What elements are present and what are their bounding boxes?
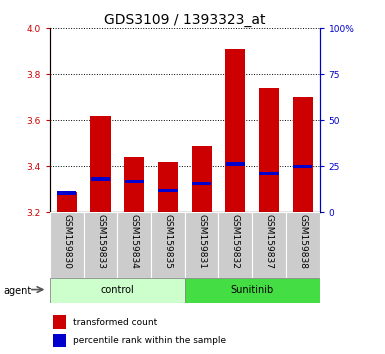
Text: GSM159831: GSM159831 (197, 215, 206, 269)
FancyBboxPatch shape (50, 278, 185, 303)
Text: GSM159835: GSM159835 (164, 215, 172, 269)
Bar (293, 97, 313, 212)
FancyBboxPatch shape (84, 212, 117, 278)
Bar (192, 182, 211, 185)
Text: GSM159838: GSM159838 (298, 215, 307, 269)
Text: percentile rank within the sample: percentile rank within the sample (73, 336, 226, 345)
Title: GDS3109 / 1393323_at: GDS3109 / 1393323_at (104, 13, 266, 27)
Text: transformed count: transformed count (73, 318, 157, 326)
Text: GSM159837: GSM159837 (264, 215, 273, 269)
FancyBboxPatch shape (185, 278, 320, 303)
Bar (226, 162, 245, 166)
FancyBboxPatch shape (185, 212, 219, 278)
Bar (158, 189, 177, 192)
FancyBboxPatch shape (151, 212, 185, 278)
Bar (259, 88, 279, 212)
Bar (158, 162, 178, 212)
Bar (90, 116, 111, 212)
Text: Sunitinib: Sunitinib (231, 285, 274, 295)
FancyBboxPatch shape (219, 212, 252, 278)
Text: control: control (100, 285, 134, 295)
Bar (293, 165, 312, 168)
Bar (259, 172, 279, 175)
Bar (125, 179, 144, 183)
Text: agent: agent (4, 286, 32, 296)
Bar (57, 192, 77, 212)
Bar (192, 145, 212, 212)
FancyBboxPatch shape (50, 212, 84, 278)
FancyBboxPatch shape (252, 212, 286, 278)
Text: GSM159832: GSM159832 (231, 215, 240, 269)
FancyBboxPatch shape (117, 212, 151, 278)
Text: GSM159830: GSM159830 (62, 215, 71, 269)
Bar (124, 157, 144, 212)
FancyBboxPatch shape (286, 212, 320, 278)
Bar (91, 177, 110, 181)
Bar (53, 315, 66, 329)
Text: GSM159834: GSM159834 (130, 215, 139, 269)
Text: GSM159833: GSM159833 (96, 215, 105, 269)
Bar (53, 334, 66, 347)
Bar (225, 49, 246, 212)
Bar (57, 191, 77, 195)
